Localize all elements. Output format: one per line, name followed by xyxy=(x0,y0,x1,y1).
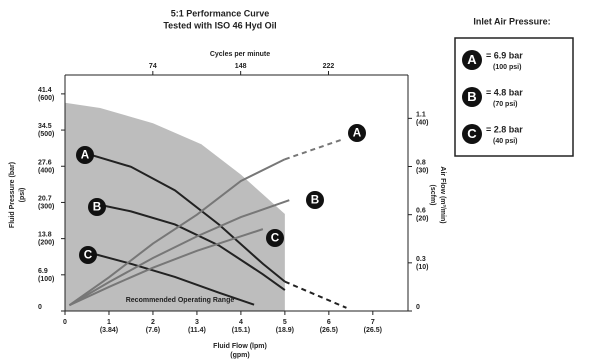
x2-tick-label: 74 xyxy=(149,63,157,70)
y2-tick-label: 0 xyxy=(416,304,420,311)
y2-tick-label: 1.1 (40) xyxy=(416,111,428,126)
series-badge-label: B xyxy=(467,89,476,104)
series-line-extension xyxy=(284,138,343,161)
series-badge xyxy=(462,124,482,144)
series-badge-label: A xyxy=(467,52,477,67)
y2-tick-label: 0.8 (30) xyxy=(416,159,428,174)
operating-range-label: Recommended Operating Range xyxy=(126,297,235,304)
x-tick-label: 5 (18.9) xyxy=(276,319,294,334)
series-badge xyxy=(306,191,324,209)
x-axis-label: Fluid Flow (lpm) xyxy=(213,343,267,350)
series-badge-label: A xyxy=(353,127,362,140)
series-line xyxy=(95,203,286,291)
y2-axis-sublabel: (scfm) xyxy=(429,184,436,205)
series-badge xyxy=(79,246,97,264)
x2-tick-label: 222 xyxy=(323,63,335,70)
series-badge-label: C xyxy=(84,249,93,262)
x2-axis-label: Cycles per minute xyxy=(210,51,270,58)
series-line xyxy=(68,199,290,307)
series-badge xyxy=(462,50,482,70)
x-tick-label: 3 (11.4) xyxy=(188,319,206,334)
series-badge-label: C xyxy=(467,126,477,141)
y-tick-label: 27.6 (400) xyxy=(38,159,54,174)
series-badge-label: B xyxy=(93,201,101,214)
x-tick-label: 1 (3.84) xyxy=(100,319,118,334)
legend-sublabel: (40 psi) xyxy=(493,138,518,145)
series-badge xyxy=(348,124,366,142)
operating-range xyxy=(65,102,285,311)
legend-title: Inlet Air Pressure: xyxy=(473,16,550,26)
y-axis-label: Fluid Pressure (bar) xyxy=(9,162,16,228)
y2-tick-label: 0.3 (10) xyxy=(416,256,428,271)
series-line xyxy=(68,228,264,307)
y2-tick-label: 0.6 (20) xyxy=(416,208,428,223)
legend-label: = 6.9 bar xyxy=(486,50,523,60)
x2-tick-label: 148 xyxy=(235,63,247,70)
series-badge xyxy=(76,146,94,164)
y-tick-label: 20.7 (300) xyxy=(38,195,54,210)
chart-subtitle: Tested with ISO 46 Hyd Oil xyxy=(163,20,276,30)
y2-axis-label: Air Flow (m³/min) xyxy=(439,166,446,223)
y-tick-label: 34.5 (500) xyxy=(38,123,54,138)
x-tick-label: 4 (15.1) xyxy=(232,319,250,334)
series-badge xyxy=(462,87,482,107)
y-axis-sublabel: (psi) xyxy=(19,188,26,203)
legend-sublabel: (70 psi) xyxy=(493,101,518,108)
series-badge-label: B xyxy=(311,194,319,207)
legend-sublabel: (100 psi) xyxy=(493,64,521,71)
series-badge-label: A xyxy=(81,149,90,162)
y-tick-label: 6.9 (100) xyxy=(38,268,54,283)
series-badge xyxy=(88,198,106,216)
y-tick-label: 0 xyxy=(38,304,42,311)
series-badge-label: C xyxy=(271,232,280,245)
x-tick-label: 7 (26.5) xyxy=(364,319,382,334)
x-axis-sublabel: (gpm) xyxy=(230,352,249,359)
legend-label: = 4.8 bar xyxy=(486,87,523,97)
legend-box xyxy=(454,37,574,157)
x-tick-label: 2 (7.6) xyxy=(146,319,160,334)
chart-title: 5:1 Performance Curve xyxy=(171,8,270,18)
series-line xyxy=(68,158,286,307)
series-line-extension xyxy=(284,280,347,309)
x-tick-label: 6 (26.5) xyxy=(320,319,338,334)
y-tick-label: 13.8 (200) xyxy=(38,231,54,246)
x-tick-label: 0 xyxy=(63,319,67,326)
legend-label: = 2.8 bar xyxy=(486,124,523,134)
series-badge xyxy=(266,229,284,247)
series-line xyxy=(95,253,255,306)
y-tick-label: 41.4 (600) xyxy=(38,87,54,102)
series-line xyxy=(86,152,286,283)
